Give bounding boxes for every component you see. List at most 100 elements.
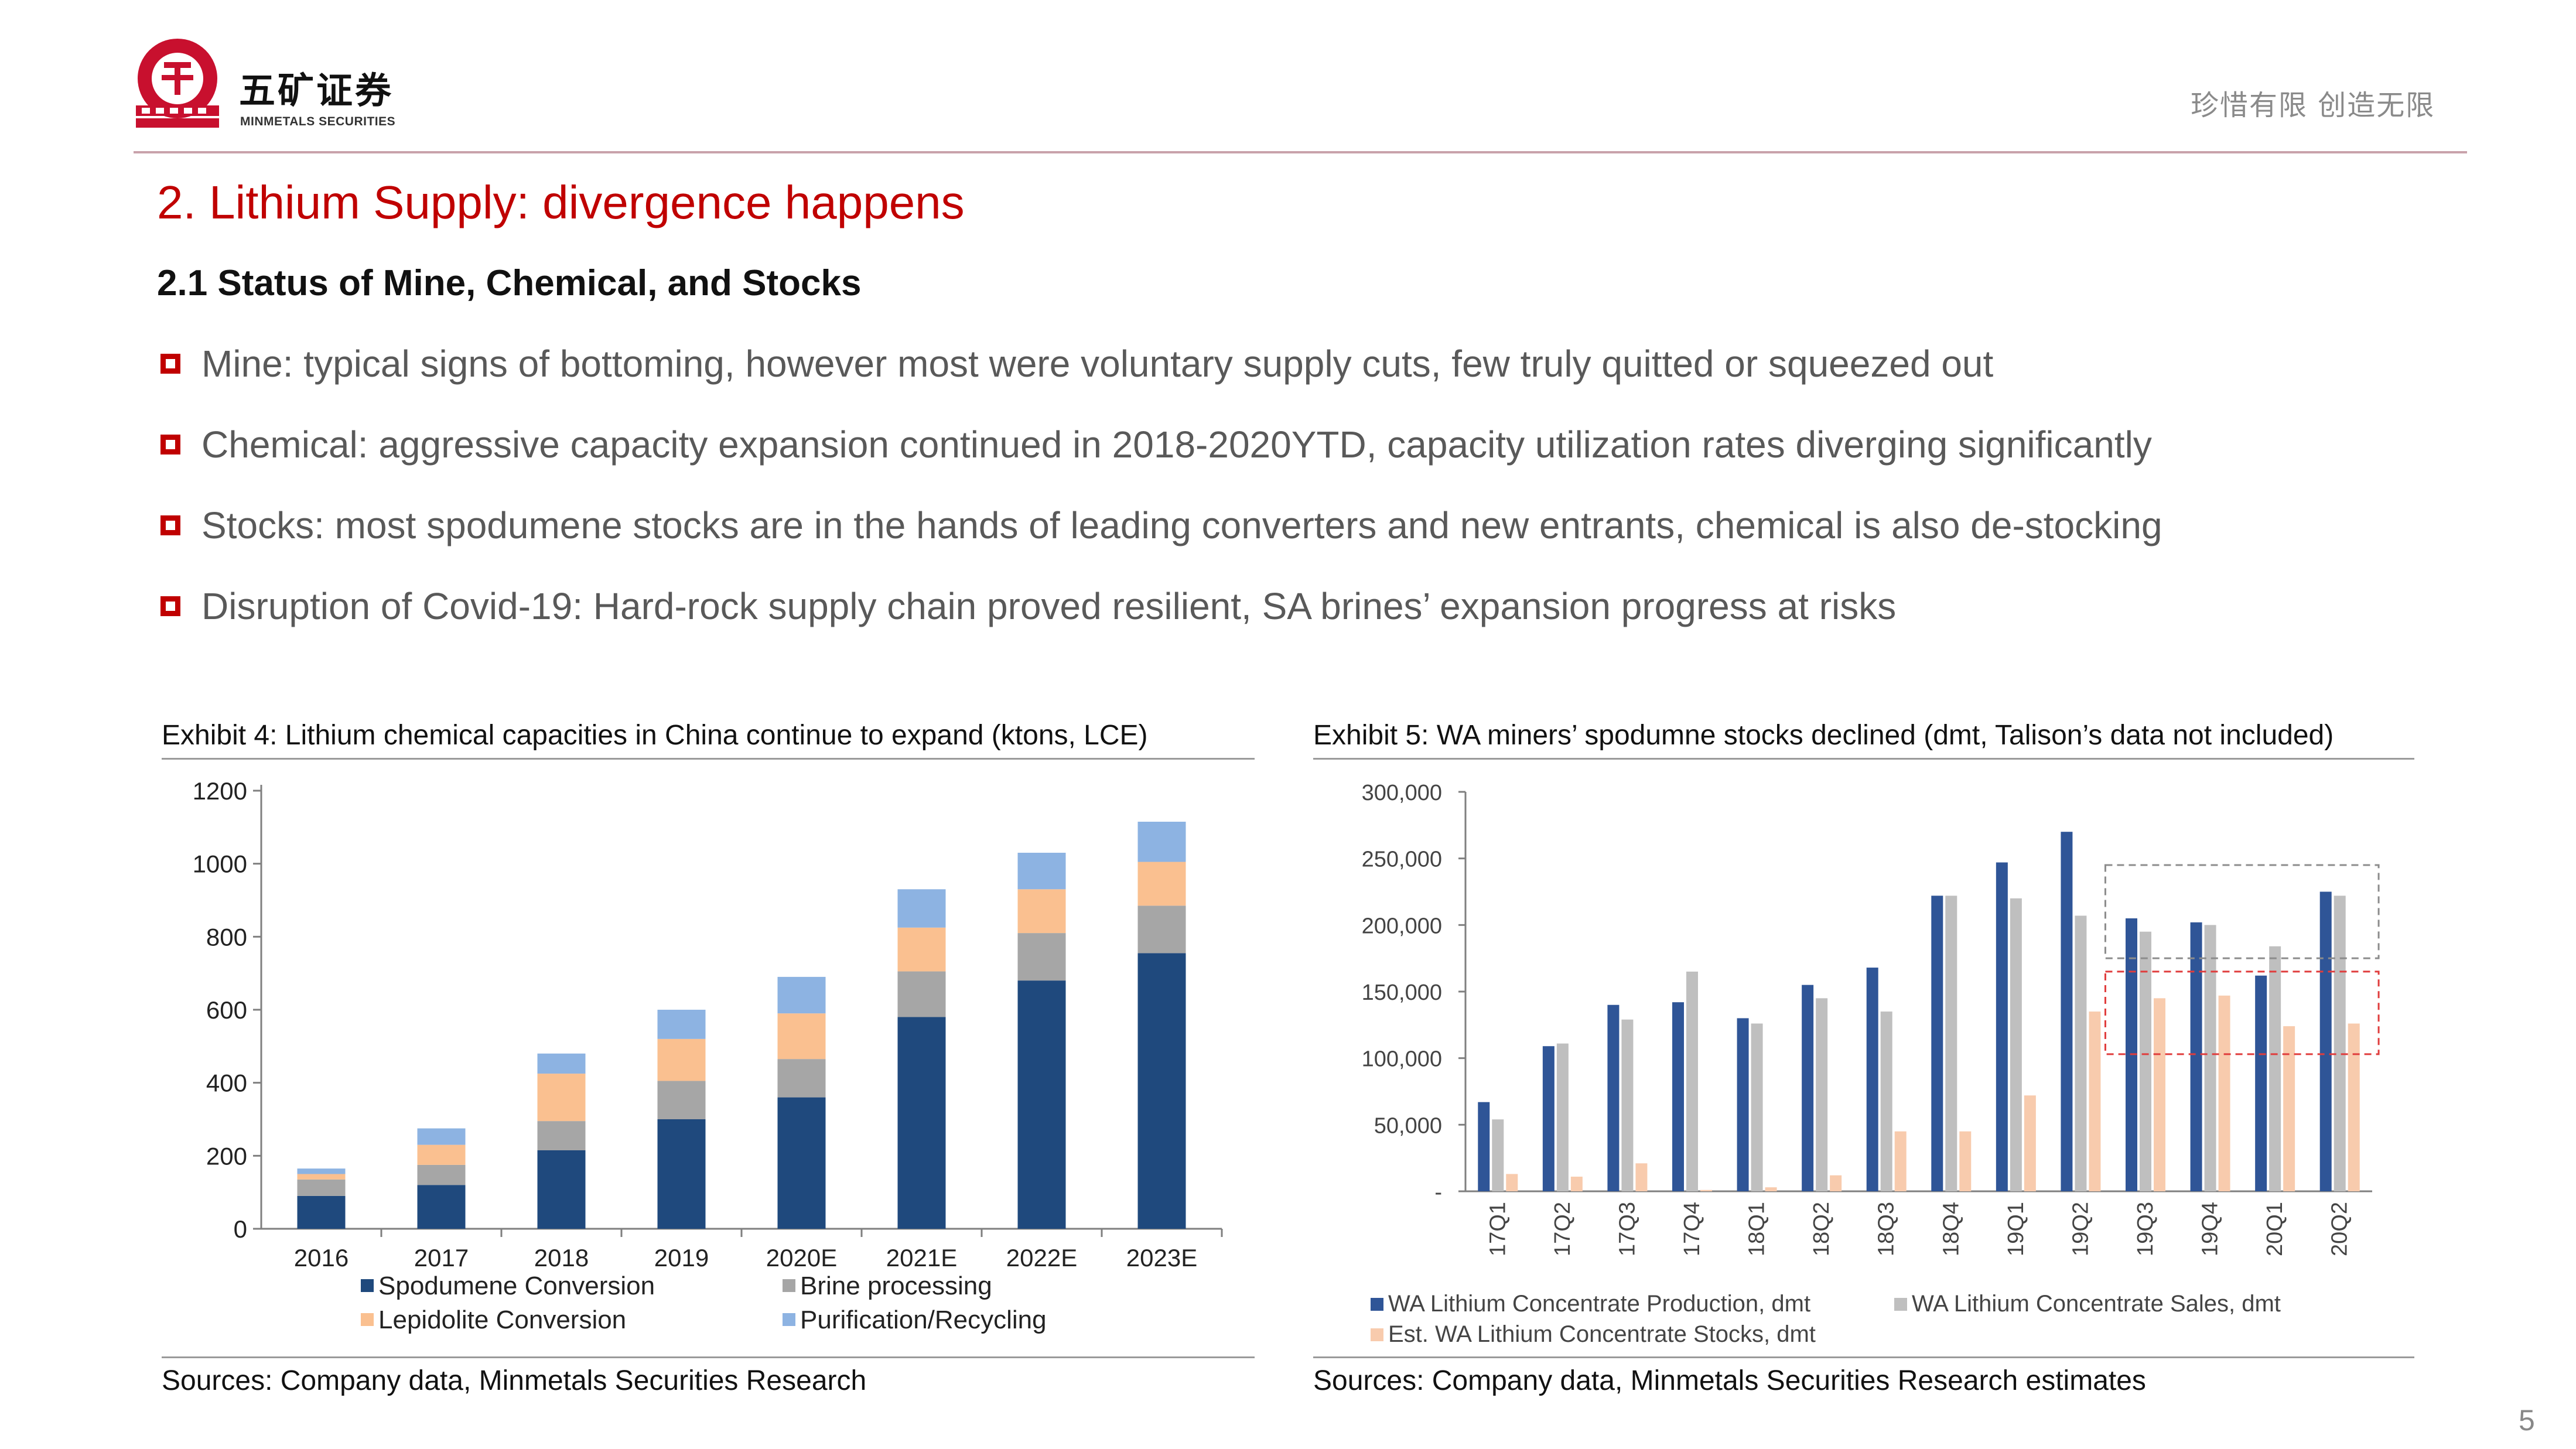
x-tick-label: 2016 xyxy=(294,1244,349,1272)
legend-label: Spodumene Conversion xyxy=(378,1272,655,1300)
square-bullet-icon xyxy=(160,596,180,616)
exhibit5-bottom-rule xyxy=(1313,1356,2414,1358)
bar-segment xyxy=(777,1097,826,1229)
bar xyxy=(1959,1131,1972,1191)
subsection-title: 2.1 Status of Mine, Chemical, and Stocks xyxy=(157,263,862,303)
bar xyxy=(2075,915,2087,1191)
x-tick-label: 19Q2 xyxy=(2068,1202,2093,1256)
bar xyxy=(1765,1187,1777,1191)
legend-label: Lepidolite Conversion xyxy=(378,1306,626,1334)
legend-swatch xyxy=(1371,1328,1383,1341)
x-tick-label: 18Q1 xyxy=(1745,1202,1769,1256)
bullet-text: Disruption of Covid-19: Hard-rock supply… xyxy=(201,585,1897,627)
bar xyxy=(2061,832,2073,1191)
legend-label: Purification/Recycling xyxy=(800,1306,1047,1334)
slogan: 珍惜有限 创造无限 xyxy=(2191,89,2435,122)
bar xyxy=(1556,1043,1569,1191)
bar-segment xyxy=(417,1144,466,1165)
legend-swatch xyxy=(783,1279,795,1292)
bullet-item: Disruption of Covid-19: Hard-rock supply… xyxy=(160,585,1896,628)
bar-segment xyxy=(297,1179,346,1196)
bar xyxy=(1506,1174,1518,1191)
y-tick-label: - xyxy=(1434,1180,1442,1205)
square-bullet-icon xyxy=(160,354,180,374)
bar xyxy=(2024,1095,2036,1191)
bar xyxy=(1866,968,1878,1191)
x-tick-label: 2020E xyxy=(766,1244,837,1272)
legend-label: WA Lithium Concentrate Production, dmt xyxy=(1388,1291,1810,1317)
bar-segment xyxy=(897,1017,946,1229)
bar xyxy=(2010,898,2022,1191)
legend-swatch xyxy=(361,1313,374,1326)
legend-swatch xyxy=(1371,1298,1383,1311)
bar xyxy=(1700,1190,1712,1191)
x-tick-label: 18Q3 xyxy=(1874,1202,1899,1256)
bar-segment xyxy=(537,1074,586,1122)
bar xyxy=(2089,1011,2101,1191)
bar xyxy=(1542,1046,1555,1191)
bar-segment xyxy=(1017,933,1066,981)
bar xyxy=(1945,896,1957,1191)
exhibit5-top-rule xyxy=(1313,758,2414,760)
x-tick-label: 2017 xyxy=(414,1244,469,1272)
y-tick-label: 400 xyxy=(206,1069,247,1097)
bullet-text: Stocks: most spodumene stocks are in the… xyxy=(201,504,2162,546)
bar-segment xyxy=(537,1121,586,1150)
bar xyxy=(2348,1023,2360,1191)
bar-segment xyxy=(1137,821,1186,862)
bar xyxy=(2269,946,2281,1191)
bar xyxy=(2334,896,2346,1191)
bar xyxy=(1478,1102,1490,1191)
exhibit5-source: Sources: Company data, Minmetals Securit… xyxy=(1313,1365,2146,1396)
bullet-item: Chemical: aggressive capacity expansion … xyxy=(160,423,2152,466)
y-tick-label: 0 xyxy=(234,1215,247,1243)
bar xyxy=(1737,1018,1749,1191)
bar xyxy=(2255,975,2267,1191)
section-title: 2. Lithium Supply: divergence happens xyxy=(157,176,965,228)
bar xyxy=(1830,1175,1842,1191)
bar xyxy=(1880,1011,1892,1191)
y-tick-label: 300,000 xyxy=(1362,781,1442,805)
bar xyxy=(1492,1119,1504,1191)
bar-segment xyxy=(297,1174,346,1180)
bar-segment xyxy=(897,971,946,1017)
bar xyxy=(1894,1131,1907,1191)
y-tick-label: 250,000 xyxy=(1362,847,1442,872)
square-bullet-icon xyxy=(160,435,180,454)
x-tick-label: 19Q1 xyxy=(2004,1202,2028,1256)
annotation-dashed-box xyxy=(2104,864,2380,959)
bar xyxy=(1802,985,1814,1191)
x-tick-label: 20Q1 xyxy=(2263,1202,2287,1256)
exhibit4-bottom-rule xyxy=(162,1356,1255,1358)
bar xyxy=(2283,1026,2295,1191)
bar xyxy=(1816,998,1828,1191)
logo-chinese-name: 五矿证券 xyxy=(239,69,394,112)
bar-segment xyxy=(1017,852,1066,890)
exhibit5-title: Exhibit 5: WA miners’ spodumne stocks de… xyxy=(1313,720,2334,751)
legend-label: WA Lithium Concentrate Sales, dmt xyxy=(1912,1291,2281,1317)
x-tick-label: 17Q4 xyxy=(1680,1202,1704,1256)
bar xyxy=(2154,998,2165,1191)
bar-segment xyxy=(537,1053,586,1074)
exhibit4-top-rule xyxy=(162,758,1255,760)
bullet-item: Stocks: most spodumene stocks are in the… xyxy=(160,504,2162,547)
bar-segment xyxy=(657,1081,706,1119)
x-tick-label: 2023E xyxy=(1126,1244,1197,1272)
exhibit4-chart: 0 200 400 600 800 1000 1200 2016 2017 2018 2019 202… xyxy=(193,777,1223,1334)
bar xyxy=(1672,1002,1684,1191)
bar xyxy=(2319,891,2332,1191)
bullet-text: Chemical: aggressive capacity expansion … xyxy=(201,423,2152,466)
bar-segment xyxy=(777,1059,826,1098)
bar-segment xyxy=(1137,953,1186,1229)
y-tick-label: 150,000 xyxy=(1362,980,1442,1005)
bar-segment xyxy=(417,1128,466,1145)
exhibit4-source: Sources: Company data, Minmetals Securit… xyxy=(162,1365,867,1396)
y-tick-label: 1000 xyxy=(193,850,247,878)
bar-segment xyxy=(1017,980,1066,1229)
bar-segment xyxy=(1017,889,1066,934)
x-tick-label: 20Q2 xyxy=(2328,1202,2352,1256)
bar xyxy=(1621,1019,1634,1191)
y-tick-label: 200 xyxy=(206,1142,247,1170)
x-tick-label: 17Q2 xyxy=(1550,1202,1575,1256)
bar-segment xyxy=(417,1164,466,1185)
